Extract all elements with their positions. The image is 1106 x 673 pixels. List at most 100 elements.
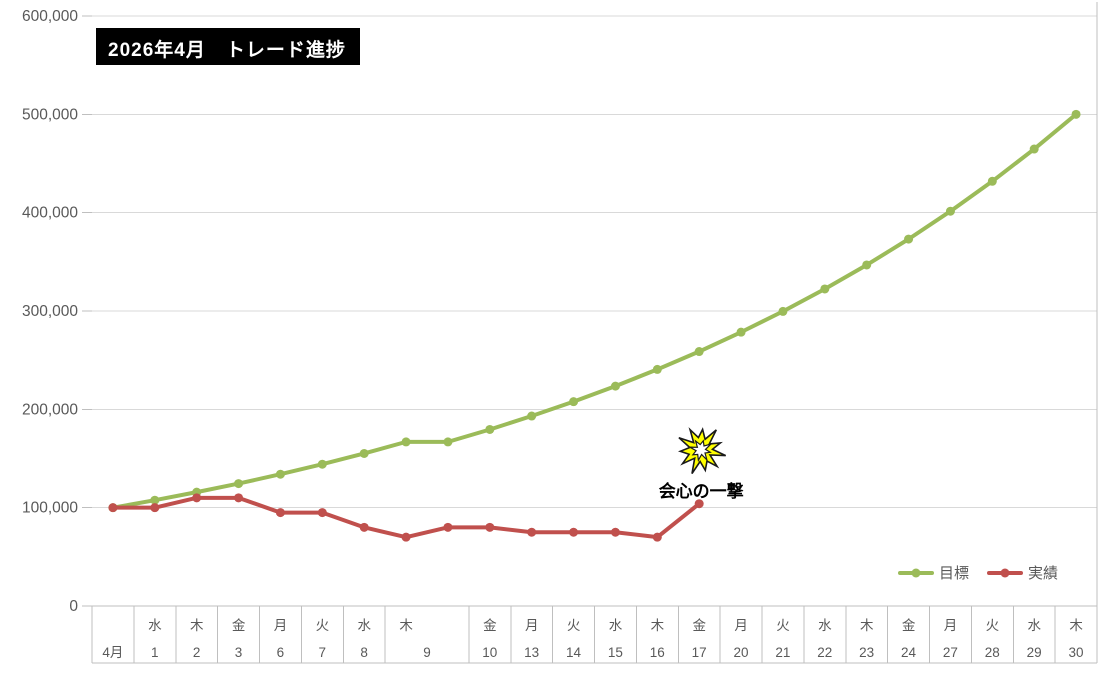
data-point-marker bbox=[1029, 144, 1039, 154]
data-point-marker bbox=[736, 327, 746, 337]
x-axis-labels: 4月水1木2金3月6火7水8木9金10月13火14水15木16金17月20火21… bbox=[102, 618, 1083, 660]
weekday-label: 水 bbox=[357, 618, 371, 633]
date-label: 8 bbox=[360, 645, 368, 660]
weekday-label: 木 bbox=[860, 618, 874, 633]
weekday-label: 金 bbox=[483, 618, 497, 633]
data-point-marker bbox=[150, 503, 160, 513]
data-point-marker bbox=[234, 493, 244, 503]
data-point-marker bbox=[359, 522, 369, 532]
date-label: 1 bbox=[151, 645, 159, 660]
starburst-icon bbox=[678, 426, 727, 474]
actual-line-series bbox=[108, 493, 704, 542]
date-label: 27 bbox=[943, 645, 958, 660]
data-point-marker bbox=[569, 397, 579, 407]
date-label: 21 bbox=[775, 645, 790, 660]
data-point-marker bbox=[1071, 109, 1081, 119]
data-point-marker bbox=[234, 479, 244, 489]
annotation-label: 会心の一撃 bbox=[658, 481, 744, 502]
y-tick-label: 0 bbox=[69, 598, 78, 615]
weekday-label: 火 bbox=[776, 618, 790, 633]
date-label: 20 bbox=[734, 645, 749, 660]
weekday-label: 木 bbox=[399, 618, 413, 633]
date-label: 23 bbox=[859, 645, 874, 660]
weekday-label: 月 bbox=[734, 618, 748, 633]
data-point-marker bbox=[317, 459, 327, 469]
date-label: 29 bbox=[1027, 645, 1042, 660]
y-tick-label: 400,000 bbox=[22, 205, 78, 222]
weekday-label: 月 bbox=[944, 618, 958, 633]
date-label: 16 bbox=[650, 645, 665, 660]
weekday-label: 木 bbox=[190, 618, 204, 633]
data-point-marker bbox=[485, 424, 495, 434]
weekday-label: 水 bbox=[609, 618, 623, 633]
date-label: 3 bbox=[235, 645, 243, 660]
y-tick-label: 500,000 bbox=[22, 106, 78, 123]
y-tick-label: 100,000 bbox=[22, 500, 78, 517]
data-point-marker bbox=[150, 495, 160, 505]
date-label: 28 bbox=[985, 645, 1000, 660]
weekday-label: 火 bbox=[316, 618, 330, 633]
legend-label-actual: 実績 bbox=[1028, 565, 1059, 582]
data-point-marker bbox=[275, 508, 285, 518]
weekday-label: 月 bbox=[274, 618, 288, 633]
data-point-marker bbox=[904, 234, 914, 244]
y-tick-label: 600,000 bbox=[22, 8, 78, 25]
target-line-series-path bbox=[110, 112, 1079, 510]
target-line-series bbox=[108, 109, 1081, 513]
starburst-shape bbox=[689, 439, 714, 462]
y-tick-label: 200,000 bbox=[22, 401, 78, 418]
data-point-marker bbox=[359, 448, 369, 458]
data-point-marker bbox=[652, 364, 662, 374]
legend-item-actual: 実績 bbox=[987, 562, 1058, 583]
data-point-marker bbox=[108, 503, 118, 513]
weekday-label: 金 bbox=[692, 618, 706, 633]
weekday-label: 月 bbox=[525, 618, 539, 633]
data-point-marker bbox=[694, 499, 704, 509]
y-gridlines bbox=[82, 15, 1097, 607]
data-point-marker bbox=[192, 493, 202, 503]
data-point-marker bbox=[987, 176, 997, 186]
date-label: 6 bbox=[277, 645, 285, 660]
data-point-marker bbox=[610, 527, 620, 537]
weekday-label: 金 bbox=[232, 618, 246, 633]
date-label: 30 bbox=[1069, 645, 1084, 660]
weekday-label: 木 bbox=[651, 618, 665, 633]
date-label: 7 bbox=[319, 645, 327, 660]
data-point-marker bbox=[527, 527, 537, 537]
data-point-marker bbox=[443, 437, 453, 447]
date-label: 14 bbox=[566, 645, 582, 660]
weekday-label: 水 bbox=[818, 618, 832, 633]
data-point-marker bbox=[485, 522, 495, 532]
weekday-label: 水 bbox=[148, 618, 162, 633]
y-axis-labels: 0 100,000 200,000 300,000 400,000 500,000 600,… bbox=[22, 8, 78, 615]
data-point-marker bbox=[401, 532, 411, 542]
data-point-marker bbox=[945, 206, 955, 216]
data-point-marker bbox=[443, 522, 453, 532]
actual-marker-dot bbox=[1000, 568, 1010, 577]
date-label: 13 bbox=[524, 645, 539, 660]
target-line-swatch bbox=[898, 568, 934, 577]
target-marker-dot bbox=[911, 568, 921, 577]
weekday-label: 木 bbox=[1069, 618, 1083, 633]
data-point-marker bbox=[317, 508, 327, 518]
data-point-marker bbox=[862, 260, 872, 270]
data-point-marker bbox=[652, 532, 662, 542]
legend-item-target: 目標 bbox=[898, 562, 969, 583]
weekday-label: 水 bbox=[1027, 618, 1041, 633]
date-label: 17 bbox=[692, 645, 707, 660]
y-tick-label: 300,000 bbox=[22, 303, 78, 320]
weekday-label: 金 bbox=[902, 618, 916, 633]
data-point-marker bbox=[401, 437, 411, 447]
x-axis-table bbox=[91, 2, 1098, 664]
date-label: 2 bbox=[193, 645, 201, 660]
date-label: 15 bbox=[608, 645, 623, 660]
date-label: 9 bbox=[423, 645, 431, 660]
data-point-marker bbox=[694, 347, 704, 357]
date-label: 10 bbox=[482, 645, 497, 660]
data-point-marker bbox=[527, 411, 537, 421]
legend-label-target: 目標 bbox=[939, 565, 970, 582]
data-point-marker bbox=[275, 469, 285, 479]
data-point-marker bbox=[820, 284, 830, 294]
